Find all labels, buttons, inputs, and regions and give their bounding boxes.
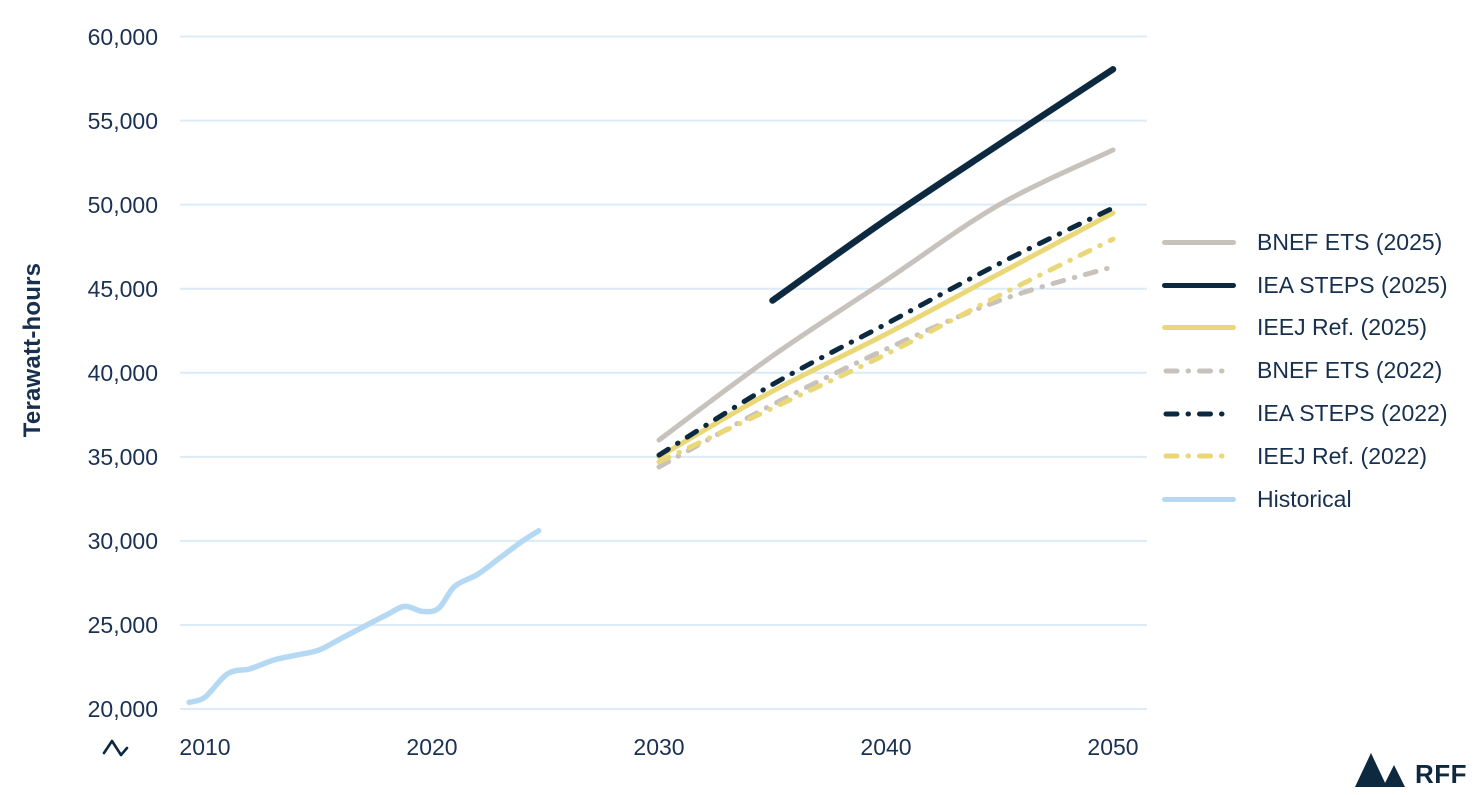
y-tick-label: 60,000 [87, 23, 158, 50]
legend-item-ieej-ref-2022: IEEJ Ref. (2022) [1162, 435, 1447, 478]
rff-logo-text: RFF [1414, 759, 1467, 789]
dashdot-swatch-icon [1163, 368, 1236, 374]
series-line-ieej-ref-2025 [656, 210, 1116, 460]
series-line-iea-steps-2022 [656, 205, 1116, 458]
y-tick-label: 20,000 [87, 696, 158, 722]
legend-label: IEEJ Ref. (2022) [1257, 442, 1428, 469]
series-line-iea-steps-2025 [769, 66, 1117, 304]
rff-logo: RFF [1353, 751, 1467, 787]
dashdot-swatch-icon [1163, 411, 1236, 417]
series-line-bnef-ets-2022 [656, 264, 1116, 470]
x-tick-label: 2010 [179, 734, 231, 760]
y-tick-label: 40,000 [87, 359, 158, 386]
series-lines [186, 66, 1117, 706]
legend-item-historical: Historical [1162, 478, 1447, 521]
rff-mountains-icon [1354, 753, 1405, 787]
legend-item-bnef-ets-2025: BNEF ETS (2025) [1162, 221, 1447, 264]
legend-label: IEA STEPS (2022) [1257, 400, 1448, 427]
y-tick-label: 35,000 [87, 443, 158, 470]
legend-label: BNEF ETS (2022) [1257, 357, 1443, 384]
legend-swatch-iea-steps-2022 [1162, 410, 1236, 418]
x-tick-label: 2020 [406, 734, 458, 760]
legend: BNEF ETS (2025) IEA STEPS (2025) IEEJ Ref.… [1162, 221, 1447, 521]
axis-break-icon [102, 739, 129, 757]
legend-label: Historical [1257, 485, 1352, 512]
line-swatch-icon [1162, 282, 1236, 288]
line-swatch-icon [1162, 239, 1236, 245]
legend-item-iea-steps-2022: IEA STEPS (2022) [1162, 392, 1447, 435]
x-tick-label: 2050 [1087, 734, 1139, 760]
y-tick-label: 25,000 [87, 611, 158, 638]
axis-break-squiggle [102, 739, 129, 757]
legend-swatch-ieej-ref-2022 [1162, 452, 1236, 460]
y-tick-label: 45,000 [87, 275, 158, 302]
legend-label: IEA STEPS (2025) [1257, 271, 1448, 298]
legend-swatch-historical [1162, 496, 1236, 502]
x-tick-label: 2030 [633, 734, 685, 760]
y-tick-label: 30,000 [87, 527, 158, 554]
line-swatch-icon [1162, 325, 1236, 331]
x-tick-label: 2040 [860, 734, 912, 760]
y-tick-label: 50,000 [87, 191, 158, 218]
legend-item-ieej-ref-2025: IEEJ Ref. (2025) [1162, 307, 1447, 350]
legend-label: BNEF ETS (2025) [1257, 228, 1443, 255]
legend-item-iea-steps-2025: IEA STEPS (2025) [1162, 264, 1447, 307]
legend-swatch-bnef-ets-2022 [1162, 367, 1236, 375]
y-tick-label: 55,000 [87, 107, 158, 134]
dashdot-swatch-icon [1163, 453, 1236, 459]
legend-swatch-iea-steps-2025 [1162, 282, 1236, 288]
series-line-bnef-ets-2025 [656, 147, 1116, 443]
series-line-historical [186, 528, 542, 706]
legend-label: IEEJ Ref. (2025) [1257, 314, 1428, 341]
line-swatch-icon [1162, 496, 1236, 502]
legend-swatch-bnef-ets-2025 [1162, 239, 1236, 245]
legend-item-bnef-ets-2022: BNEF ETS (2022) [1162, 349, 1447, 392]
gridlines [180, 35, 1147, 710]
series-line-ieej-ref-2022 [656, 236, 1116, 465]
legend-swatch-ieej-ref-2025 [1162, 325, 1236, 331]
